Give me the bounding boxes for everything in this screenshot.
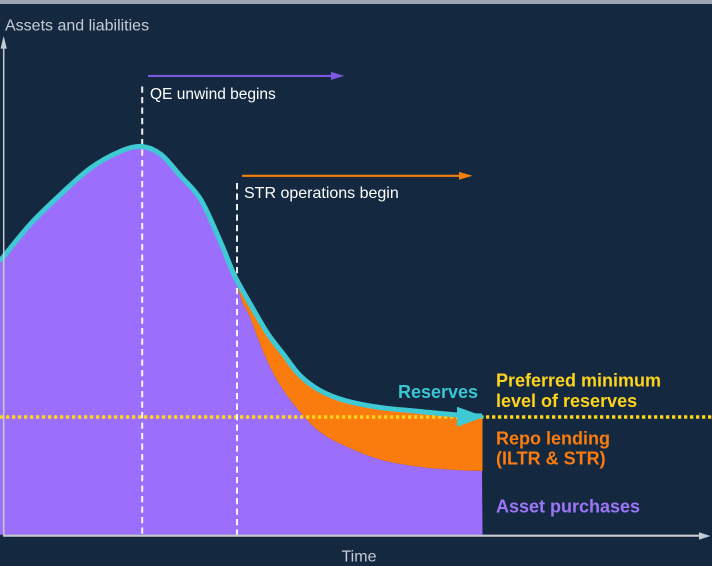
svg-text:Repo lending: Repo lending [496,429,610,449]
svg-text:Time: Time [342,549,377,566]
svg-text:level of reserves: level of reserves [496,391,637,411]
svg-text:Assets and liabilities: Assets and liabilities [5,18,149,35]
svg-text:Asset purchases: Asset purchases [496,496,640,516]
svg-text:Preferred minimum: Preferred minimum [496,371,661,391]
svg-text:STR operations begin: STR operations begin [244,185,399,202]
svg-text:Reserves: Reserves [398,382,478,402]
svg-text:QE unwind begins: QE unwind begins [150,86,276,103]
svg-text:(ILTR & STR): (ILTR & STR) [496,448,606,468]
